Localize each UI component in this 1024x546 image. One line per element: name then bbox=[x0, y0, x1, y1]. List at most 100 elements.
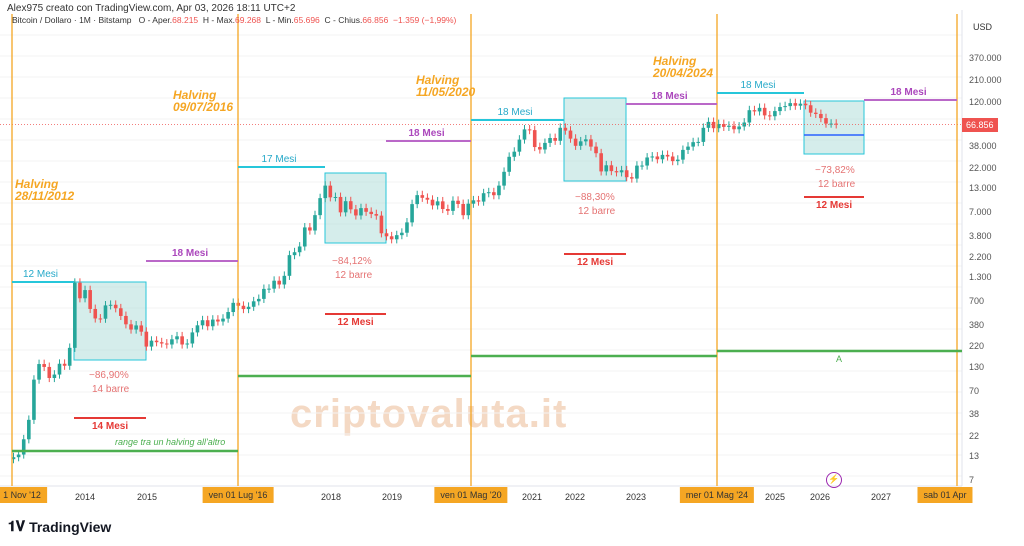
candle bbox=[737, 122, 741, 134]
cycle-label: 18 Mesi bbox=[497, 107, 533, 118]
halving-label: Halving bbox=[653, 54, 697, 68]
halving-date-tag: mer 01 Mag '24 bbox=[679, 487, 755, 503]
currency-label: USD bbox=[973, 22, 993, 32]
cycle-label: 18 Mesi bbox=[172, 248, 209, 259]
candle bbox=[190, 328, 195, 348]
candle bbox=[614, 166, 619, 177]
candle bbox=[727, 121, 731, 131]
symbol[interactable]: Bitcoin / Dollaro · 1M · Bitstamp bbox=[12, 15, 132, 25]
candle bbox=[757, 103, 762, 116]
candle bbox=[251, 296, 256, 311]
candle bbox=[149, 336, 154, 351]
time-tick: 2019 bbox=[381, 492, 403, 502]
candle bbox=[466, 199, 471, 220]
candle bbox=[701, 123, 706, 146]
price-tick: 1.300 bbox=[969, 272, 992, 283]
candle bbox=[502, 167, 506, 190]
drawdown-pct: −73,82% bbox=[815, 165, 855, 176]
candle bbox=[83, 285, 87, 303]
cycle-label: 18 Mesi bbox=[740, 80, 776, 91]
candle bbox=[62, 359, 67, 370]
candle bbox=[481, 188, 486, 206]
candle bbox=[538, 142, 542, 154]
candle bbox=[287, 250, 292, 280]
candle bbox=[492, 187, 496, 200]
candle bbox=[752, 105, 757, 116]
range-label: range tra un halving all'altro bbox=[115, 437, 226, 447]
candle bbox=[389, 231, 394, 244]
time-tick: 2027 bbox=[870, 492, 892, 502]
candle bbox=[696, 137, 701, 147]
candle bbox=[451, 196, 455, 215]
halving-date: 11/05/2020 bbox=[416, 85, 476, 99]
drawdown-bars: 14 barre bbox=[92, 384, 130, 395]
candle bbox=[507, 152, 511, 176]
lightning-icon[interactable]: ⚡ bbox=[826, 472, 842, 488]
candle bbox=[747, 105, 752, 127]
drawdown-bars: 12 barre bbox=[578, 206, 616, 217]
candle bbox=[180, 331, 184, 349]
candle bbox=[788, 98, 793, 111]
candle bbox=[512, 147, 517, 161]
close-label: C - Chius. bbox=[324, 15, 363, 25]
candle bbox=[793, 98, 798, 110]
candle bbox=[175, 331, 179, 344]
range-box[interactable] bbox=[803, 100, 865, 155]
candle bbox=[134, 321, 138, 334]
tv-logo-icon: 𝟏𝐕 bbox=[8, 518, 26, 534]
candle bbox=[159, 337, 164, 348]
candle bbox=[364, 203, 368, 216]
drawdown-pct: −88,30% bbox=[575, 192, 615, 203]
candle bbox=[139, 321, 144, 336]
cycle-label: 18 Mesi bbox=[651, 91, 688, 102]
candle bbox=[655, 152, 660, 164]
high-value: 69.268 bbox=[235, 15, 262, 25]
duration-label: 12 Mesi bbox=[816, 200, 853, 211]
candle bbox=[803, 99, 808, 110]
drawdown-pct: −86,90% bbox=[89, 370, 129, 381]
candle bbox=[73, 278, 77, 352]
candle bbox=[584, 134, 588, 146]
candle bbox=[543, 138, 547, 154]
candle bbox=[52, 370, 57, 383]
candle bbox=[323, 181, 328, 203]
tradingview-logo[interactable]: 𝟏𝐕 TradingView bbox=[8, 518, 111, 535]
candle bbox=[589, 134, 593, 151]
candle bbox=[563, 123, 568, 135]
high-label: H - Max. bbox=[202, 15, 236, 25]
candle bbox=[798, 99, 803, 110]
halving-date: 20/04/2024 bbox=[653, 66, 714, 80]
time-tick: 2022 bbox=[564, 492, 586, 502]
halving-date-tag: 1 Nov '12 bbox=[0, 487, 47, 503]
candle bbox=[578, 136, 583, 150]
duration-label: 14 Mesi bbox=[92, 421, 129, 432]
time-tick: 2015 bbox=[136, 492, 158, 502]
candle bbox=[813, 108, 818, 119]
candle bbox=[819, 109, 823, 123]
candle bbox=[834, 119, 839, 129]
candle bbox=[195, 320, 200, 337]
candle bbox=[471, 195, 476, 208]
price-tick: 380 bbox=[969, 320, 985, 330]
halving-label: Halving bbox=[416, 73, 460, 87]
candle bbox=[165, 339, 169, 349]
candle bbox=[497, 181, 501, 200]
candle bbox=[308, 223, 312, 235]
candle bbox=[318, 193, 322, 220]
candle bbox=[558, 123, 563, 145]
halving-date-tag: sab 01 Apr bbox=[917, 487, 973, 503]
candle bbox=[808, 100, 813, 117]
candle bbox=[246, 302, 251, 314]
candle bbox=[256, 294, 261, 306]
candle bbox=[113, 300, 118, 313]
candle bbox=[231, 298, 236, 317]
candle bbox=[124, 311, 128, 329]
candle bbox=[374, 209, 379, 220]
drawdown-bars: 12 barre bbox=[335, 270, 373, 281]
open-label: O - Aper. bbox=[138, 15, 173, 25]
time-tick: 2025 bbox=[764, 492, 786, 502]
candle bbox=[302, 223, 307, 251]
candle bbox=[42, 359, 46, 372]
drawdown-bars: 12 barre bbox=[818, 179, 856, 190]
